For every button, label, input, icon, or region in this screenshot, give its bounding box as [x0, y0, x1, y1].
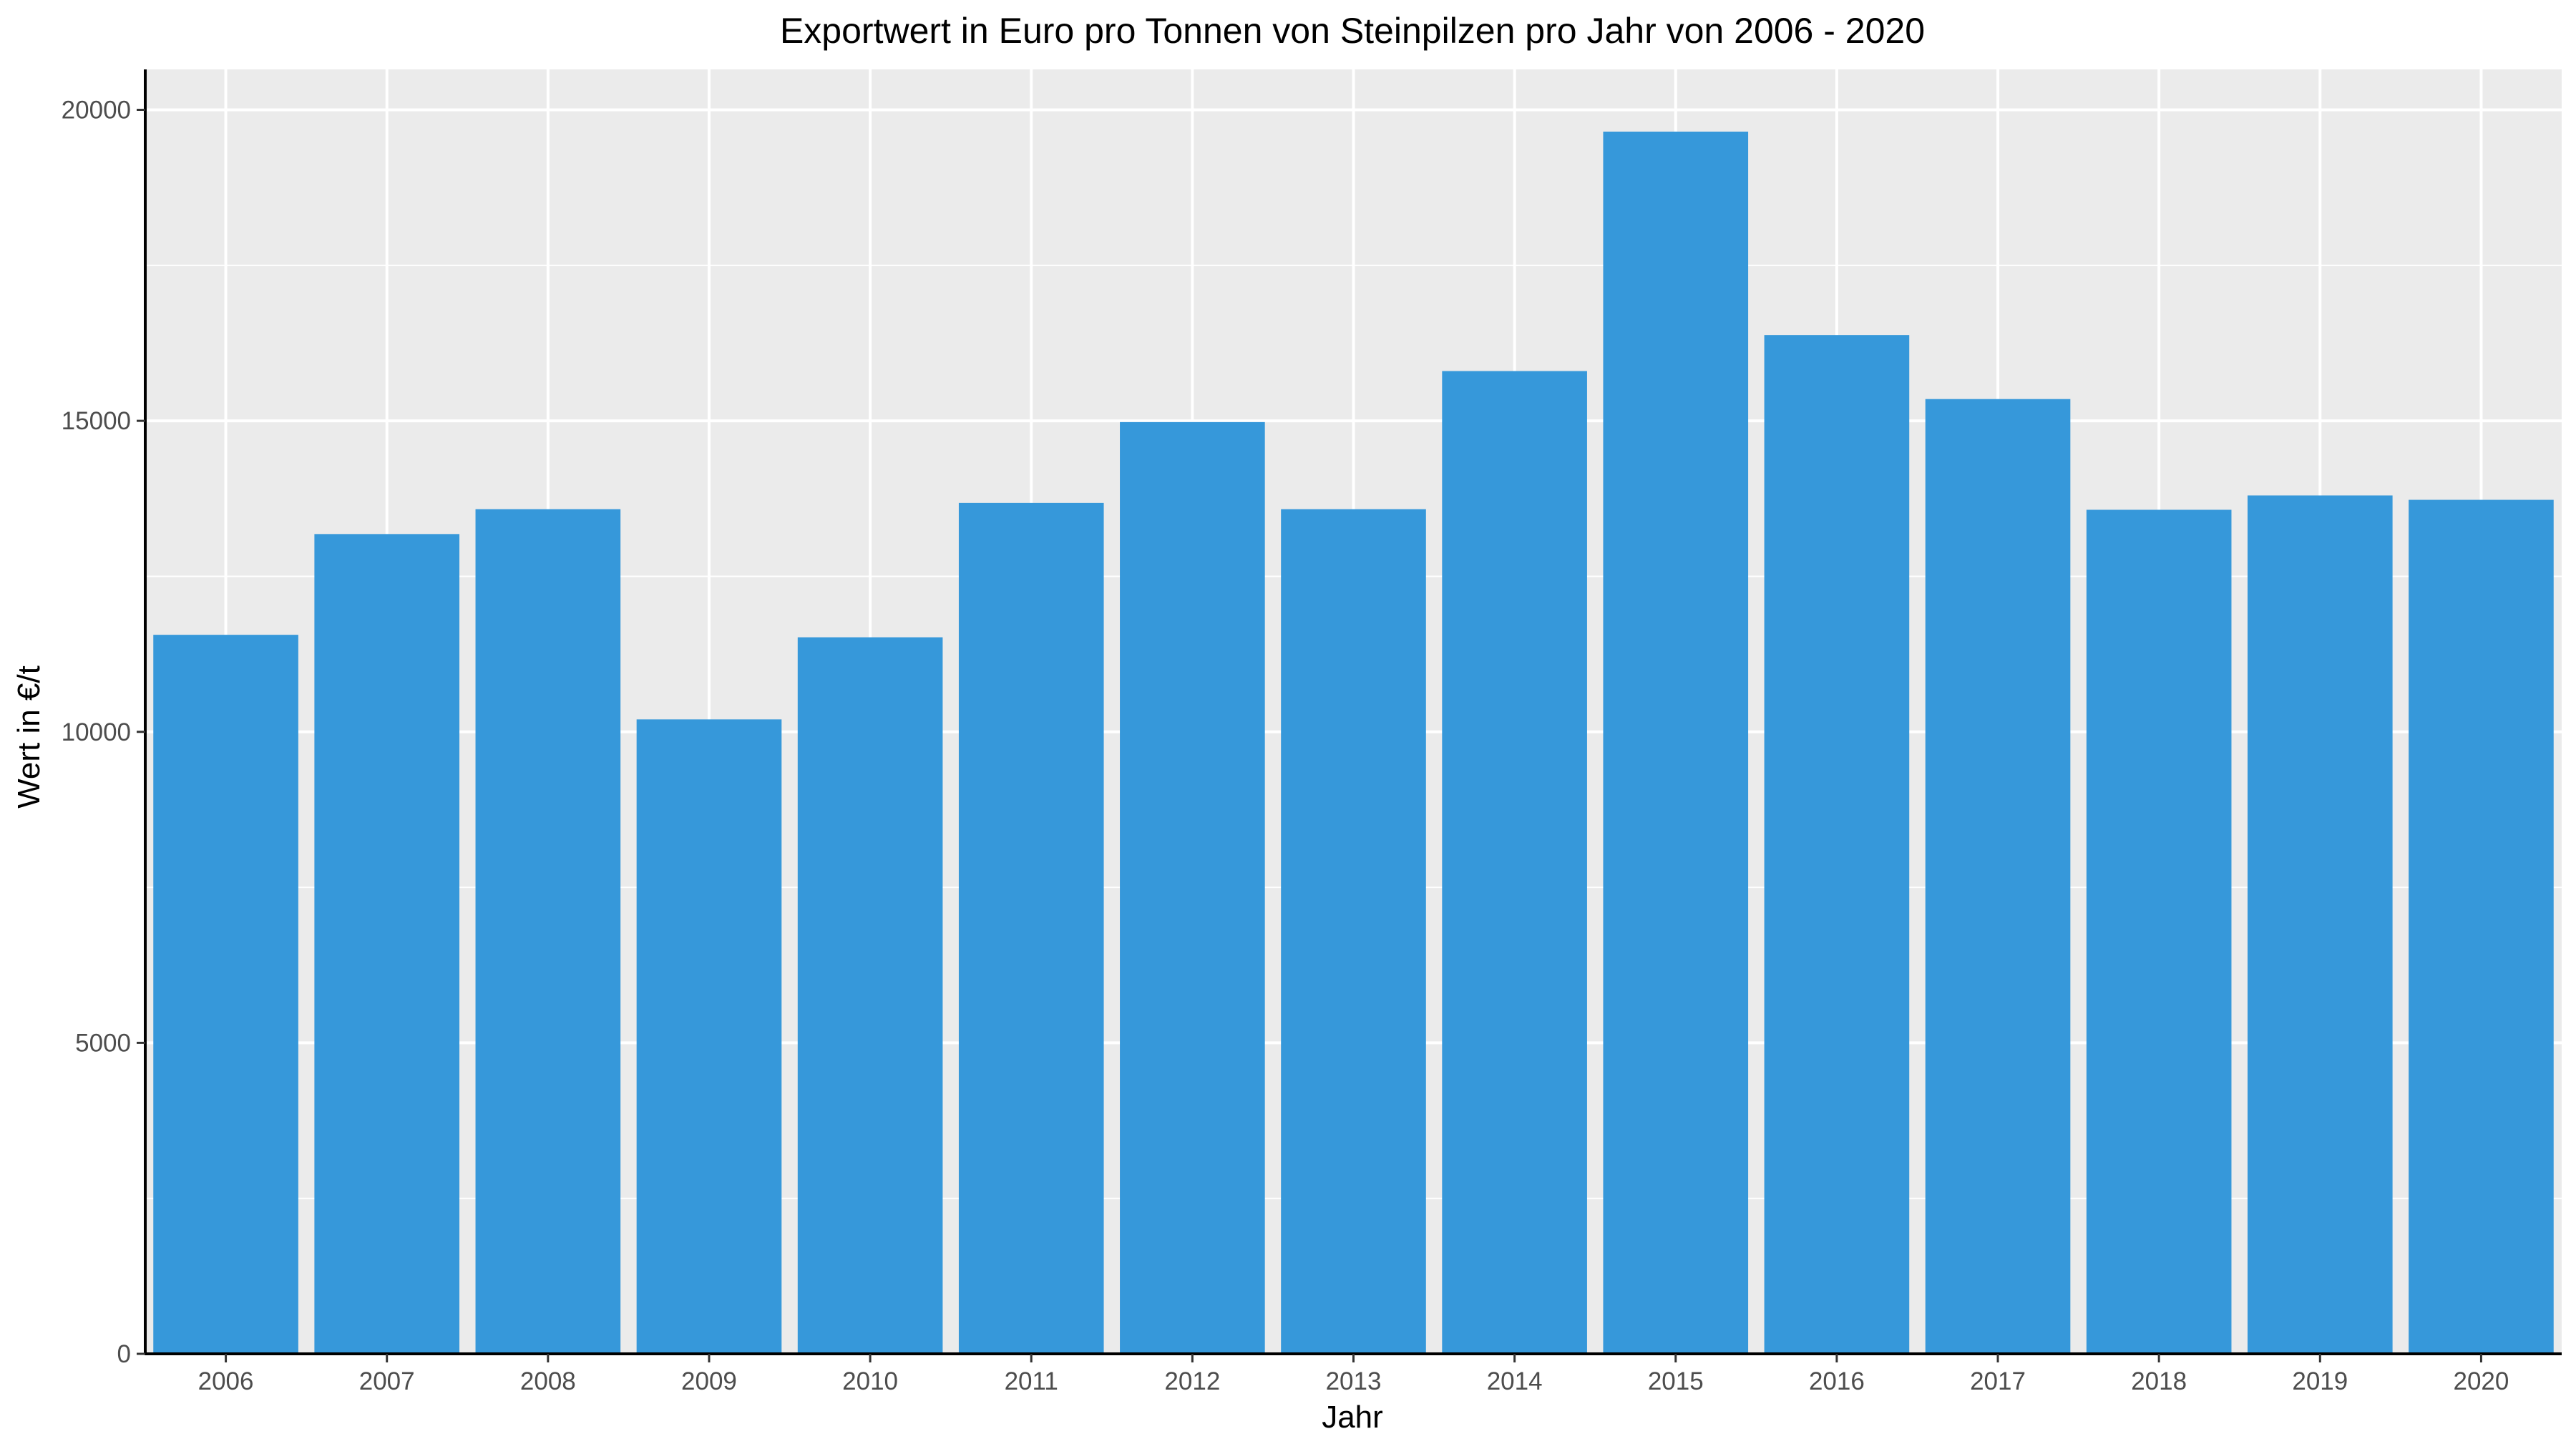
bars	[153, 131, 2554, 1355]
x-tick-label: 2009	[681, 1367, 737, 1395]
chart-title: Exportwert in Euro pro Tonnen von Steinp…	[780, 11, 1925, 51]
bar-2006	[153, 635, 298, 1354]
bar-2013	[1281, 509, 1426, 1354]
x-tick-label: 2007	[359, 1367, 415, 1395]
y-axis-title: Wert in €/t	[11, 665, 47, 809]
x-tick-label: 2008	[520, 1367, 576, 1395]
bar-2008	[475, 509, 621, 1354]
bar-2018	[2086, 509, 2232, 1354]
y-tick-label: 10000	[62, 718, 131, 746]
bar-2017	[1925, 399, 2071, 1355]
x-tick-label: 2014	[1487, 1367, 1543, 1395]
y-tick-label: 20000	[62, 97, 131, 125]
bar-2014	[1442, 371, 1587, 1354]
bar-2020	[2409, 499, 2554, 1355]
bar-2009	[636, 719, 782, 1354]
x-tick-label: 2019	[2292, 1367, 2348, 1395]
x-tick-label: 2006	[198, 1367, 254, 1395]
y-tick-label: 5000	[75, 1029, 131, 1057]
x-tick-label: 2010	[842, 1367, 898, 1395]
bar-2007	[314, 534, 460, 1354]
x-tick-label: 2018	[2131, 1367, 2187, 1395]
bar-2012	[1120, 421, 1265, 1354]
x-tick-label: 2017	[1970, 1367, 2026, 1395]
x-tick-label: 2020	[2453, 1367, 2509, 1395]
bar-2019	[2247, 495, 2393, 1355]
bar-2011	[958, 502, 1104, 1354]
bar-2010	[797, 637, 943, 1354]
x-tick-label: 2012	[1164, 1367, 1220, 1395]
y-tick-label: 0	[117, 1340, 131, 1368]
x-tick-label: 2015	[1648, 1367, 1704, 1395]
x-axis-title: Jahr	[1322, 1400, 1383, 1435]
x-tick-label: 2016	[1809, 1367, 1865, 1395]
bar-2016	[1764, 335, 1910, 1355]
x-tick-label: 2013	[1326, 1367, 1382, 1395]
x-tick-label: 2011	[1005, 1367, 1058, 1395]
tick-labels: 0 5000 10000 15000 20000 2006 2007 2008 2009 2010…	[62, 97, 2509, 1395]
bar-2015	[1603, 131, 1749, 1355]
y-tick-label: 15000	[62, 407, 131, 435]
